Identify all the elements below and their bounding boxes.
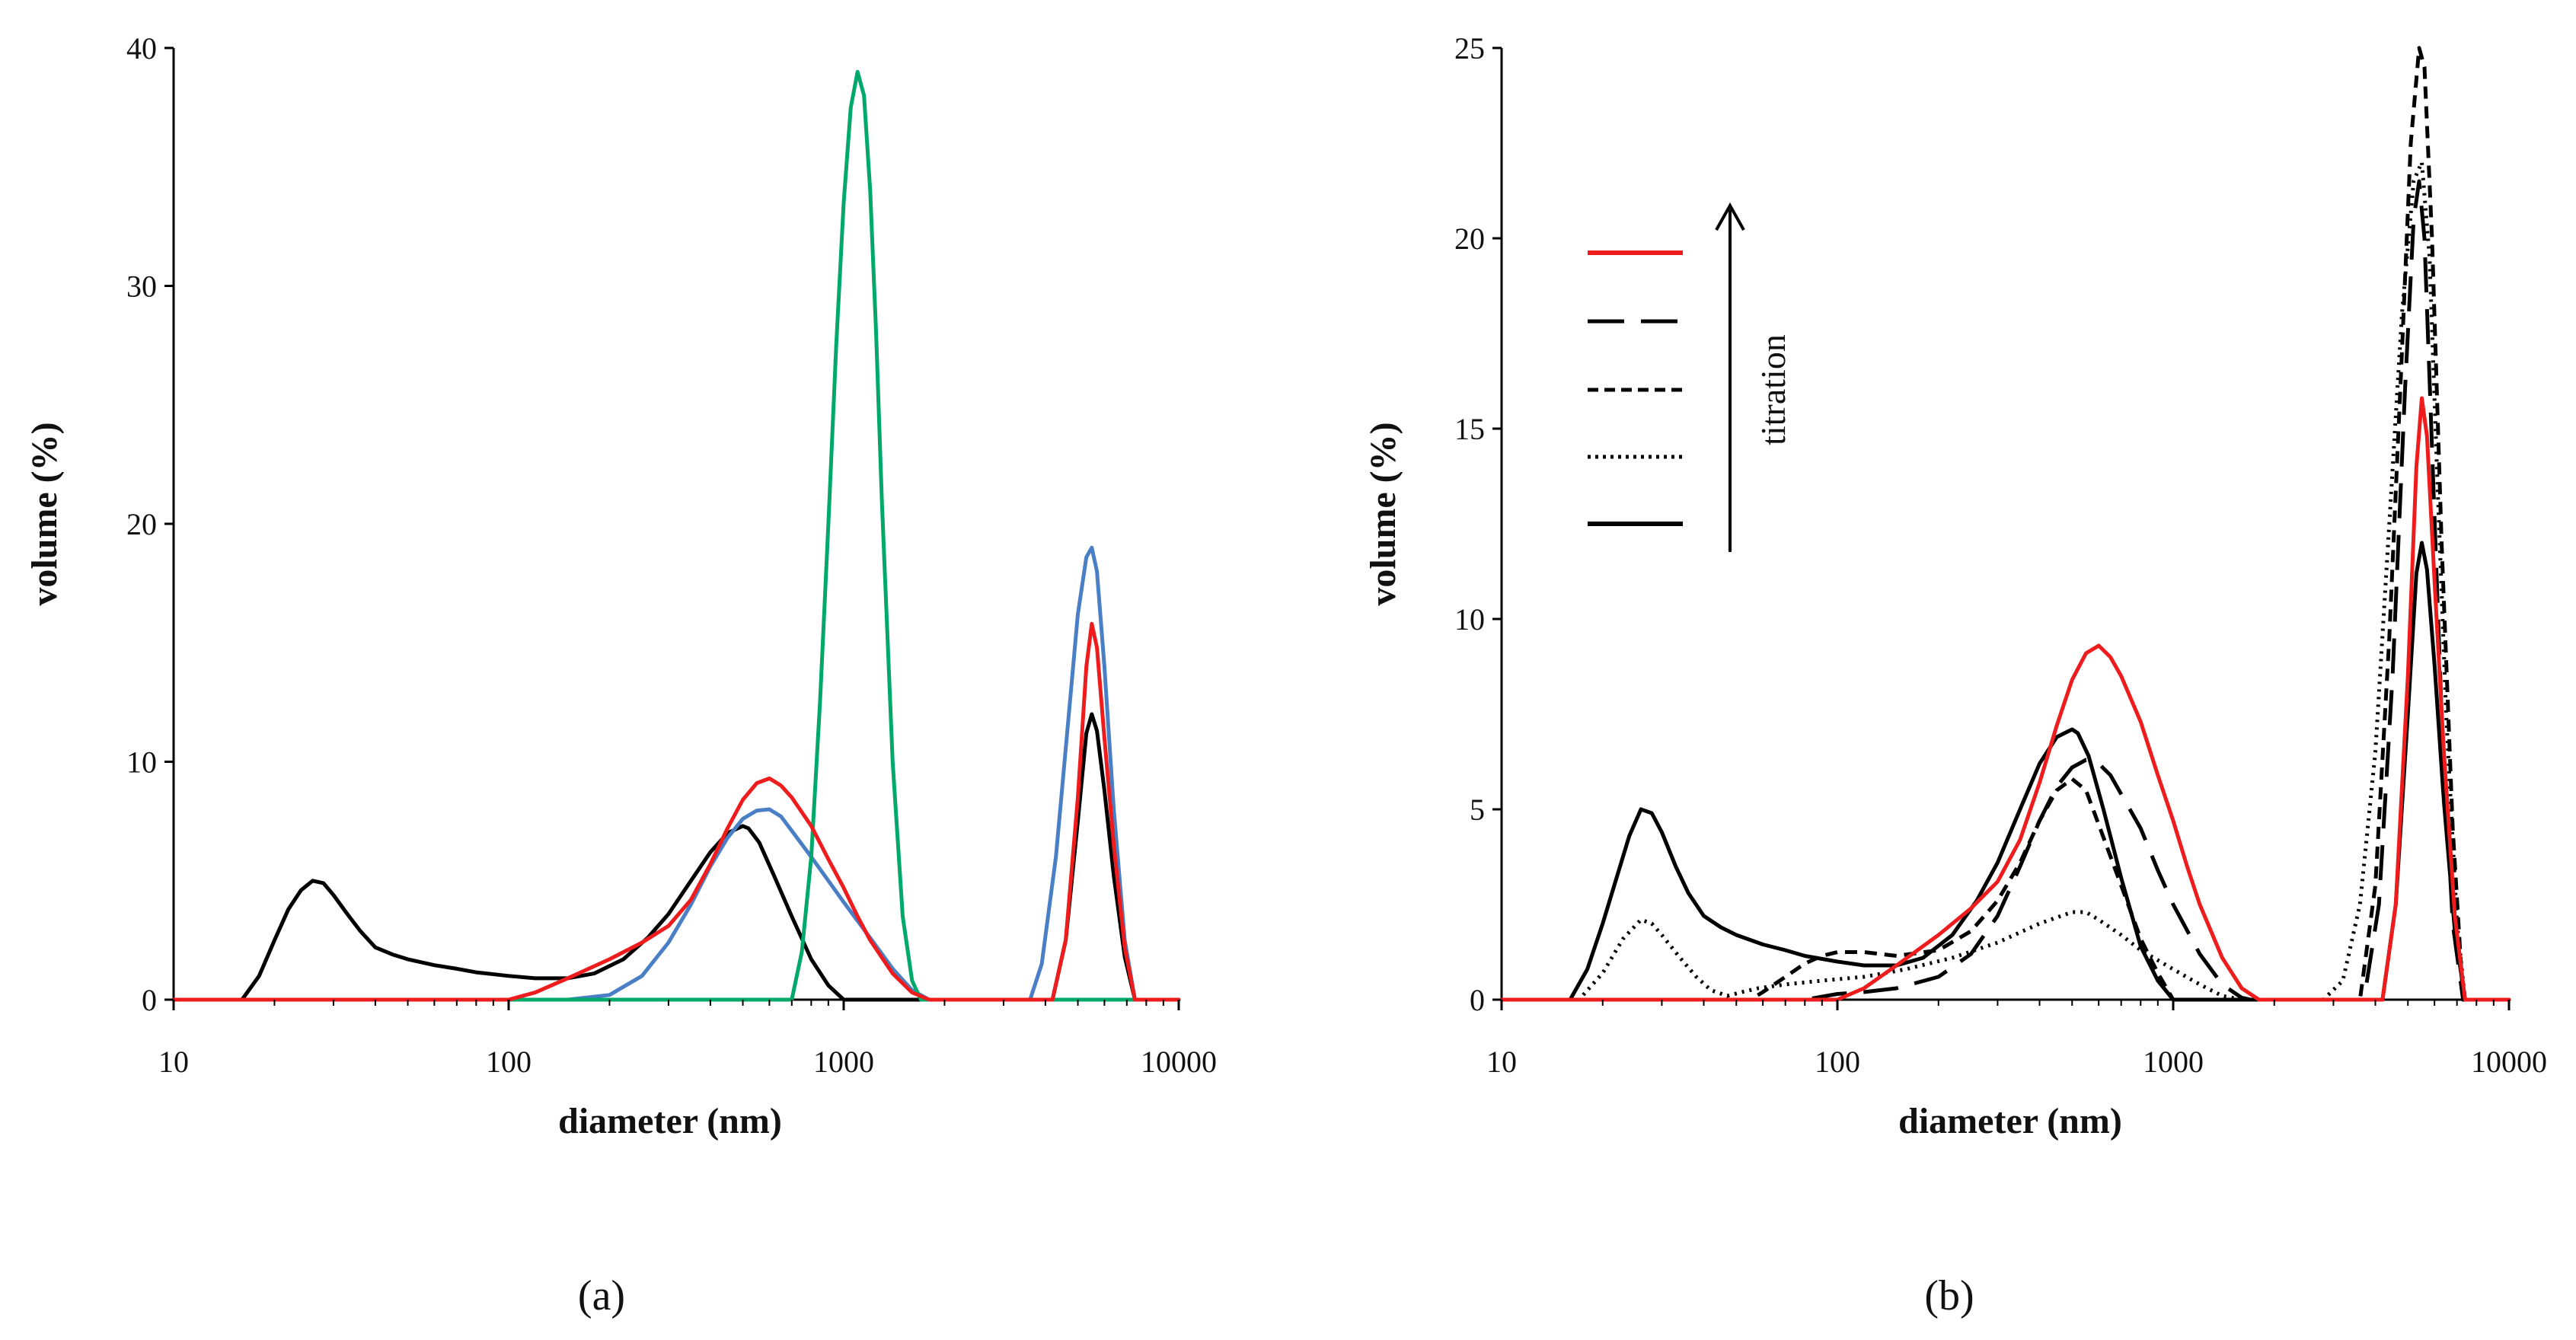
panel-b-series <box>1499 46 2511 1002</box>
panel-b-series-dotted <box>1502 160 2509 1002</box>
legend: titration <box>1588 202 1792 552</box>
panel-b-xtick-label: 100 <box>1815 1045 1860 1079</box>
panel-b-series-solid-black <box>1499 541 2511 1002</box>
panel-a-series <box>171 69 1181 1002</box>
panel-b-xtick-label: 1000 <box>2143 1045 2204 1079</box>
panel-b-ticks: 0 5 10 15 20 25 10 100 1000 10000 <box>1454 31 2547 1079</box>
panel-a-series-black <box>171 824 1181 1002</box>
panel-b-ytick-label: 15 <box>1454 412 1485 446</box>
panel-a-xtick-label: 100 <box>486 1045 531 1079</box>
panel-a-ytick-label: 10 <box>126 745 157 780</box>
panel-a-ytick-label: 40 <box>126 31 157 65</box>
panel-b-ytick-label: 5 <box>1470 793 1485 827</box>
panel-b-ylabel: volume (%) <box>1363 422 1403 605</box>
panel-a-series-blue <box>171 545 1181 1002</box>
panel-a-series-green <box>171 69 1181 1002</box>
panel-a-axes <box>172 48 1179 1001</box>
titration-label: titration <box>1754 334 1792 445</box>
panel-a-ytick-label: 0 <box>142 983 157 1017</box>
panel-b-ytick-label: 10 <box>1454 602 1485 636</box>
panel-a-series-red <box>171 621 1181 1002</box>
panel-b-series-short-dash <box>1502 46 2509 1002</box>
panel-a-xtick-label: 1000 <box>813 1045 874 1079</box>
panel-a-ytick-label: 30 <box>126 270 157 304</box>
panel-a-xtick-label: 10 <box>158 1045 189 1079</box>
panel-a-ylabel: volume (%) <box>24 422 65 605</box>
panel-b: 0 5 10 15 20 25 10 100 1000 10000 diameter (nm) v… <box>1363 31 2547 1319</box>
panel-b-xlabel: diameter (nm) <box>1898 1101 2122 1141</box>
titration-arrowhead <box>1715 202 1745 231</box>
panel-b-series-red <box>1499 396 2511 1002</box>
panel-b-series-long-dash <box>1502 179 2509 1002</box>
panel-a-ytick-label: 20 <box>126 507 157 541</box>
panel-b-ytick-label: 25 <box>1454 31 1485 65</box>
panel-b-ytick-label: 20 <box>1454 222 1485 256</box>
panel-b-xtick-label: 10000 <box>2471 1045 2547 1079</box>
panel-a-label: (a) <box>578 1272 625 1319</box>
panel-b-label: (b) <box>1924 1272 1974 1319</box>
panel-b-ytick-label: 0 <box>1470 983 1485 1017</box>
panel-a-xlabel: diameter (nm) <box>558 1101 782 1141</box>
panel-b-xtick-label: 10 <box>1486 1045 1517 1079</box>
panel-a-xtick-label: 10000 <box>1141 1045 1217 1079</box>
